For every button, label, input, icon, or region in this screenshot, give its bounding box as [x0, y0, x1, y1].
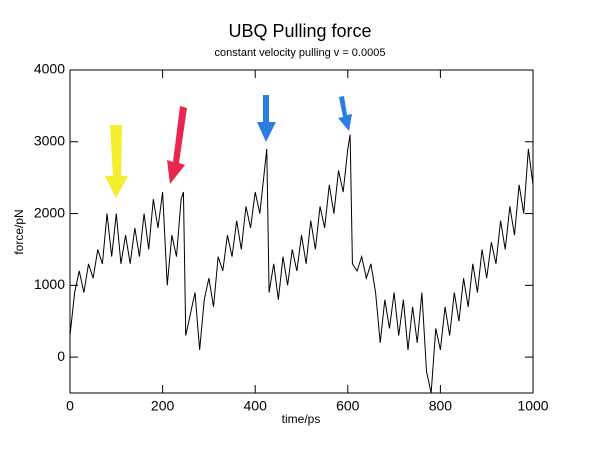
arrow-red	[167, 106, 187, 184]
x-tick-label: 800	[429, 398, 453, 414]
plot-area	[69, 134, 534, 394]
y-tick-label: 3000	[34, 132, 65, 148]
x-tick-label: 600	[336, 398, 360, 414]
chart-title: UBQ Pulling force	[228, 21, 371, 41]
x-tick-label: 400	[244, 398, 268, 414]
x-tick-label: 0	[66, 398, 74, 414]
y-axis-label: force/pN	[12, 209, 26, 254]
y-tick-label: 2000	[34, 204, 65, 220]
plot-frame	[69, 69, 534, 394]
arrow-blue	[338, 96, 352, 131]
x-tick-label: 1000	[517, 398, 548, 414]
data-line	[69, 134, 534, 394]
chart-subtitle: constant velocity pulling v = 0.0005	[215, 47, 386, 59]
x-axis-label: time/ps	[282, 412, 321, 426]
arrow-blue	[257, 95, 276, 142]
arrow-yellow	[105, 125, 128, 198]
y-tick-label: 0	[57, 348, 65, 364]
x-tick-label: 200	[151, 398, 175, 414]
y-tick-label: 1000	[34, 276, 65, 292]
y-tick-label: 4000	[34, 61, 65, 77]
